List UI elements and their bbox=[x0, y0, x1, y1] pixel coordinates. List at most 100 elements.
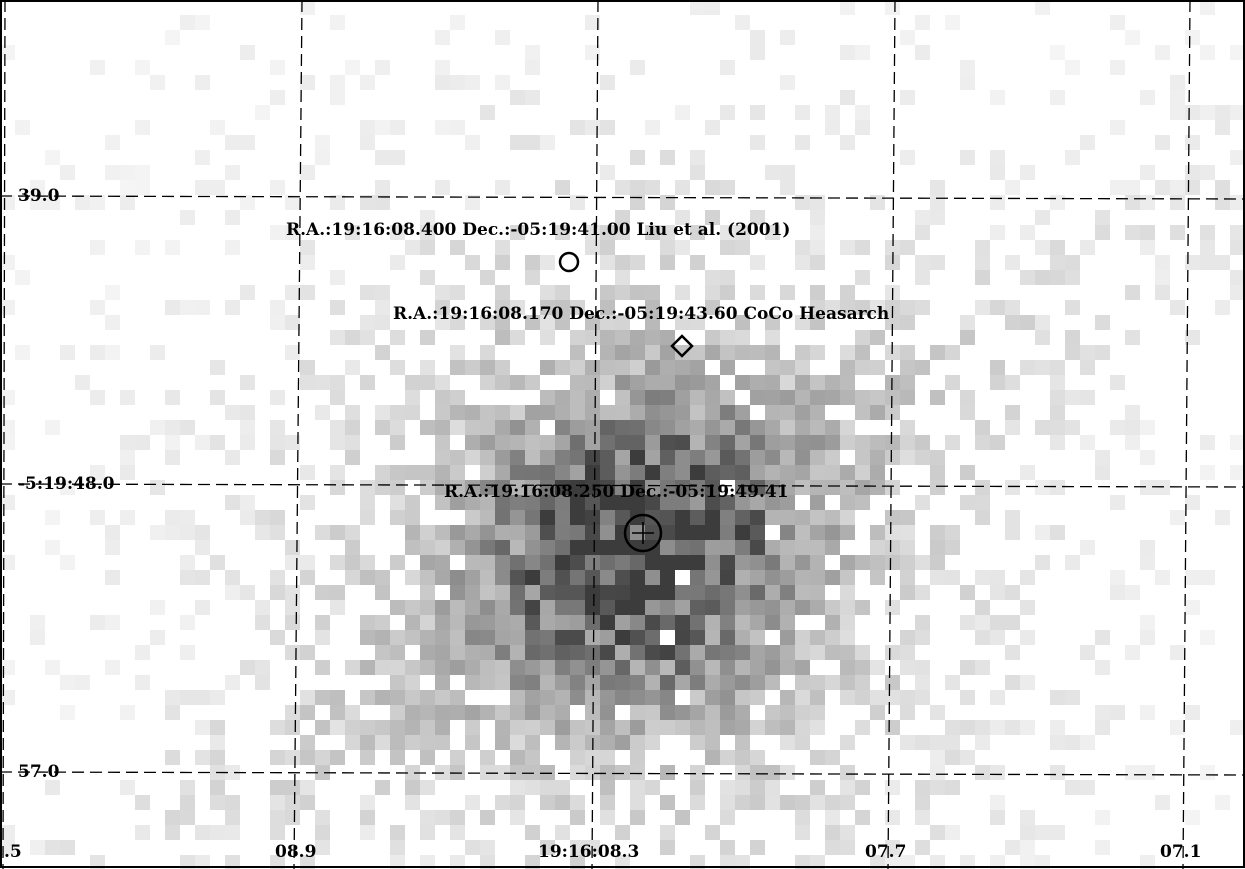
image-pixel bbox=[690, 630, 705, 645]
image-pixel bbox=[810, 690, 825, 705]
image-pixel bbox=[660, 645, 675, 660]
image-pixel bbox=[525, 765, 540, 780]
image-pixel bbox=[330, 390, 345, 405]
image-pixel bbox=[765, 435, 780, 450]
image-pixel bbox=[600, 615, 615, 630]
image-pixel bbox=[225, 855, 240, 869]
image-pixel bbox=[1230, 105, 1245, 120]
image-pixel bbox=[900, 300, 915, 315]
image-pixel bbox=[1140, 240, 1155, 255]
image-pixel bbox=[645, 285, 660, 300]
image-pixel bbox=[975, 435, 990, 450]
image-pixel bbox=[195, 825, 210, 840]
image-pixel bbox=[615, 690, 630, 705]
image-pixel bbox=[810, 210, 825, 225]
image-pixel bbox=[1185, 135, 1200, 150]
image-pixel bbox=[705, 705, 720, 720]
image-pixel bbox=[960, 615, 975, 630]
image-pixel bbox=[540, 540, 555, 555]
image-pixel bbox=[690, 690, 705, 705]
image-pixel bbox=[825, 525, 840, 540]
image-pixel bbox=[705, 570, 720, 585]
image-pixel bbox=[420, 780, 435, 795]
image-pixel bbox=[1020, 630, 1035, 645]
image-pixel bbox=[510, 435, 525, 450]
image-pixel bbox=[615, 735, 630, 750]
image-pixel bbox=[450, 855, 465, 869]
image-pixel bbox=[810, 705, 825, 720]
image-pixel bbox=[720, 465, 735, 480]
image-pixel bbox=[585, 540, 600, 555]
image-pixel bbox=[690, 525, 705, 540]
image-pixel bbox=[870, 435, 885, 450]
image-pixel bbox=[795, 360, 810, 375]
image-pixel bbox=[1035, 360, 1050, 375]
image-pixel bbox=[690, 465, 705, 480]
image-pixel bbox=[810, 390, 825, 405]
image-pixel bbox=[810, 570, 825, 585]
image-pixel bbox=[1080, 345, 1095, 360]
image-pixel bbox=[960, 75, 975, 90]
image-pixel bbox=[255, 600, 270, 615]
image-pixel bbox=[825, 480, 840, 495]
image-pixel bbox=[645, 300, 660, 315]
image-pixel bbox=[585, 510, 600, 525]
image-pixel bbox=[120, 165, 135, 180]
image-pixel bbox=[810, 855, 825, 869]
image-pixel bbox=[780, 405, 795, 420]
image-pixel bbox=[690, 720, 705, 735]
image-pixel bbox=[450, 480, 465, 495]
image-pixel bbox=[375, 150, 390, 165]
image-pixel bbox=[675, 435, 690, 450]
image-pixel bbox=[705, 345, 720, 360]
image-pixel bbox=[795, 690, 810, 705]
image-pixel bbox=[900, 540, 915, 555]
image-pixel bbox=[630, 630, 645, 645]
image-pixel bbox=[450, 360, 465, 375]
image-pixel bbox=[405, 675, 420, 690]
image-pixel bbox=[720, 60, 735, 75]
image-pixel bbox=[735, 330, 750, 345]
image-pixel bbox=[1035, 480, 1050, 495]
image-pixel bbox=[1035, 525, 1050, 540]
image-pixel bbox=[1185, 180, 1200, 195]
image-pixel bbox=[1050, 825, 1065, 840]
image-pixel bbox=[210, 180, 225, 195]
image-pixel bbox=[945, 780, 960, 795]
image-pixel bbox=[510, 420, 525, 435]
image-pixel bbox=[345, 360, 360, 375]
image-pixel bbox=[735, 585, 750, 600]
image-pixel bbox=[1125, 420, 1140, 435]
image-pixel bbox=[240, 45, 255, 60]
image-pixel bbox=[855, 270, 870, 285]
image-pixel bbox=[615, 465, 630, 480]
dec-tick-label: -5:19:48.0 bbox=[18, 474, 115, 494]
image-pixel bbox=[360, 660, 375, 675]
image-pixel bbox=[735, 765, 750, 780]
image-pixel bbox=[705, 735, 720, 750]
image-pixel bbox=[720, 795, 735, 810]
image-pixel bbox=[1170, 90, 1185, 105]
image-pixel bbox=[660, 690, 675, 705]
image-pixel bbox=[1185, 105, 1200, 120]
image-pixel bbox=[135, 180, 150, 195]
image-pixel bbox=[1080, 390, 1095, 405]
image-pixel bbox=[45, 420, 60, 435]
image-pixel bbox=[555, 555, 570, 570]
image-pixel bbox=[630, 750, 645, 765]
image-pixel bbox=[450, 825, 465, 840]
image-pixel bbox=[630, 420, 645, 435]
image-pixel bbox=[675, 495, 690, 510]
image-pixel bbox=[810, 495, 825, 510]
image-pixel bbox=[375, 120, 390, 135]
image-pixel bbox=[840, 360, 855, 375]
image-pixel bbox=[1125, 285, 1140, 300]
image-pixel bbox=[510, 675, 525, 690]
image-pixel bbox=[855, 780, 870, 795]
image-pixel bbox=[1095, 345, 1110, 360]
image-pixel bbox=[915, 255, 930, 270]
image-pixel bbox=[495, 660, 510, 675]
image-pixel bbox=[300, 750, 315, 765]
image-pixel bbox=[855, 495, 870, 510]
image-pixel bbox=[300, 285, 315, 300]
